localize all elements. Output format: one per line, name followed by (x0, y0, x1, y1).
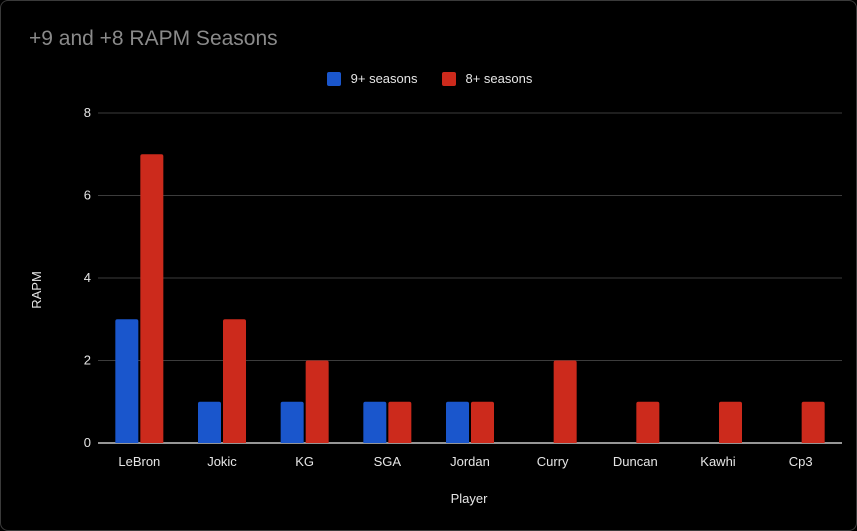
x-tick-label: Kawhi (700, 454, 736, 469)
bar-series-1-kg[interactable] (280, 401, 304, 443)
bar-series-2-jokic[interactable] (223, 319, 246, 443)
y-tick-label: 4 (84, 270, 91, 285)
bar-series-1-lebron[interactable] (115, 319, 139, 443)
bar-series-2-cp3[interactable] (801, 401, 825, 443)
x-tick-label: LeBron (118, 454, 160, 469)
grid-layer (98, 112, 842, 444)
legend-item-series-1[interactable]: 9+ seasons (326, 71, 418, 86)
bar-series-2-jordan[interactable] (471, 401, 494, 443)
legend-item-series-2[interactable]: 8+ seasons (441, 71, 533, 86)
bar-series-1-jokic[interactable] (198, 401, 221, 443)
x-axis-title: Player (451, 491, 489, 506)
legend-swatch-series-1 (326, 71, 341, 86)
y-tick-label: 0 (84, 435, 91, 450)
y-tick-label: 6 (84, 188, 91, 203)
y-tick-label: 2 (84, 353, 91, 368)
x-tick-label: KG (295, 454, 314, 469)
x-tick-label: Jokic (207, 454, 237, 469)
bar-series-2-sga[interactable] (388, 401, 412, 443)
y-axis-title: RAPM (29, 271, 44, 309)
x-tick-label: Duncan (613, 454, 658, 469)
bar-series-2-curry[interactable] (553, 360, 577, 444)
bar-series-1-sga[interactable] (363, 401, 387, 443)
legend-label-series-1: 9+ seasons (350, 71, 418, 86)
legend-swatch-series-2 (441, 71, 456, 86)
x-tick-label: Curry (537, 454, 569, 469)
y-tick-label: 8 (84, 105, 91, 120)
bar-series-2-kawhi[interactable] (719, 401, 742, 443)
chart-legend: 9+ seasons 8+ seasons (1, 71, 856, 86)
bar-layer (115, 154, 825, 444)
x-tick-label: Jordan (450, 454, 490, 469)
bar-series-2-duncan[interactable] (636, 401, 660, 443)
bar-series-2-lebron[interactable] (140, 154, 164, 443)
legend-label-series-2: 8+ seasons (465, 71, 533, 86)
x-tick-label: SGA (374, 454, 402, 469)
x-tick-label: Cp3 (789, 454, 813, 469)
bar-series-2-kg[interactable] (305, 360, 329, 444)
chart-title: +9 and +8 RAPM Seasons (29, 27, 278, 50)
label-layer: 0 2 4 6 8 LeBron Jokic KG SGA Jordan Curry Duncan Ka… (84, 105, 813, 469)
bar-series-1-jordan[interactable] (446, 401, 469, 443)
